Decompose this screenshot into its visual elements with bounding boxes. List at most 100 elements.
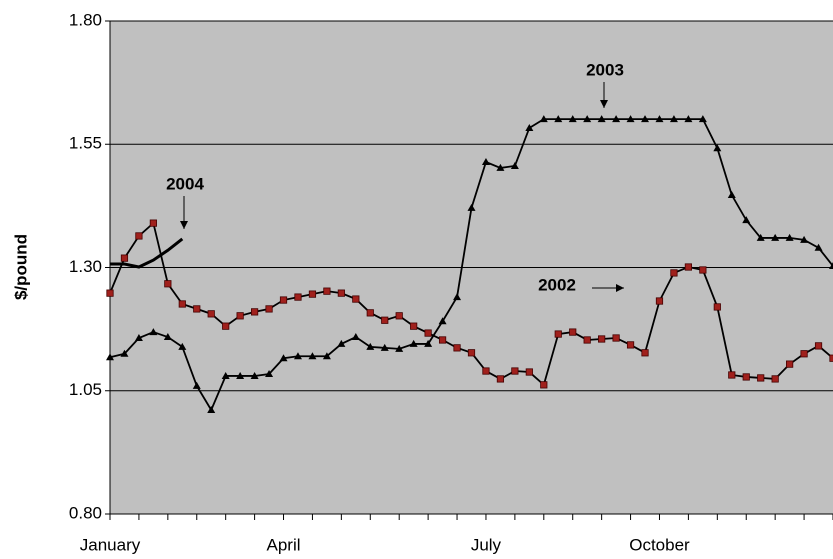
point bbox=[207, 405, 216, 413]
point bbox=[496, 375, 505, 383]
series-annotation: 2003 bbox=[586, 60, 624, 79]
point bbox=[366, 342, 375, 350]
point bbox=[713, 303, 721, 311]
point bbox=[800, 235, 809, 243]
point bbox=[568, 115, 577, 123]
point bbox=[106, 353, 114, 361]
point bbox=[178, 300, 186, 308]
point bbox=[669, 115, 678, 123]
point bbox=[221, 371, 230, 379]
point bbox=[539, 115, 548, 123]
series-annotation: 2004 bbox=[166, 174, 204, 193]
point bbox=[193, 305, 201, 313]
x-tick-label: April bbox=[267, 535, 301, 554]
point bbox=[236, 371, 245, 379]
point bbox=[453, 344, 461, 352]
point bbox=[641, 349, 649, 357]
point bbox=[713, 144, 722, 152]
point bbox=[149, 328, 158, 336]
y-axis-label: $/pound bbox=[11, 234, 30, 300]
point bbox=[510, 161, 519, 169]
point bbox=[540, 381, 548, 389]
point bbox=[598, 335, 606, 343]
y-tick-label: 1.80 bbox=[69, 10, 102, 29]
point bbox=[308, 352, 317, 360]
point bbox=[207, 310, 215, 318]
point bbox=[409, 339, 418, 347]
point bbox=[149, 219, 157, 227]
y-tick-label: 1.30 bbox=[69, 257, 102, 276]
point bbox=[236, 312, 244, 320]
point bbox=[655, 115, 664, 123]
point bbox=[626, 341, 635, 349]
point bbox=[424, 339, 433, 347]
point bbox=[352, 295, 360, 303]
point bbox=[829, 262, 833, 270]
point bbox=[192, 381, 201, 389]
point bbox=[337, 289, 345, 297]
point bbox=[265, 369, 274, 377]
point bbox=[467, 203, 476, 211]
point bbox=[163, 333, 172, 341]
point bbox=[250, 371, 259, 379]
point bbox=[727, 191, 736, 199]
point bbox=[438, 336, 447, 344]
y-tick-label: 1.05 bbox=[69, 380, 102, 399]
point bbox=[684, 263, 693, 271]
point bbox=[481, 157, 490, 165]
point bbox=[222, 322, 230, 330]
point bbox=[742, 373, 750, 381]
point bbox=[308, 290, 317, 298]
point bbox=[164, 280, 172, 288]
y-tick-label: 1.55 bbox=[69, 134, 102, 153]
point bbox=[757, 374, 765, 382]
point bbox=[453, 293, 462, 301]
point bbox=[467, 349, 476, 357]
point bbox=[106, 289, 114, 297]
point bbox=[583, 336, 591, 344]
point bbox=[351, 333, 360, 341]
point bbox=[322, 352, 331, 360]
point bbox=[756, 233, 765, 241]
point bbox=[294, 293, 302, 301]
point bbox=[120, 349, 129, 357]
annotation-arrowhead bbox=[616, 284, 624, 292]
point bbox=[626, 115, 635, 123]
point bbox=[511, 367, 519, 375]
point bbox=[786, 360, 794, 368]
point bbox=[178, 342, 187, 350]
point bbox=[410, 322, 418, 330]
point bbox=[496, 163, 505, 171]
point bbox=[120, 254, 129, 262]
point bbox=[742, 216, 751, 224]
point bbox=[265, 305, 273, 313]
point bbox=[554, 115, 563, 123]
point bbox=[771, 375, 779, 383]
annotation-arrowhead bbox=[600, 100, 608, 108]
point bbox=[395, 312, 403, 320]
point bbox=[134, 333, 143, 341]
point bbox=[293, 352, 302, 360]
x-tick-label: October bbox=[629, 535, 690, 554]
point bbox=[698, 115, 707, 123]
y-tick-label: 0.80 bbox=[69, 503, 102, 522]
series-annotation: 2002 bbox=[538, 275, 576, 294]
point bbox=[814, 342, 823, 350]
point bbox=[135, 232, 143, 240]
point bbox=[279, 296, 288, 304]
point bbox=[569, 328, 577, 336]
point bbox=[583, 115, 592, 123]
point bbox=[655, 297, 664, 305]
point bbox=[785, 233, 794, 241]
point bbox=[597, 115, 606, 123]
point bbox=[323, 287, 331, 295]
point bbox=[337, 339, 346, 347]
point bbox=[482, 367, 490, 375]
point bbox=[395, 344, 404, 352]
point bbox=[525, 368, 533, 376]
point bbox=[279, 354, 288, 362]
point bbox=[612, 334, 620, 342]
point bbox=[800, 350, 808, 358]
point bbox=[641, 115, 650, 123]
